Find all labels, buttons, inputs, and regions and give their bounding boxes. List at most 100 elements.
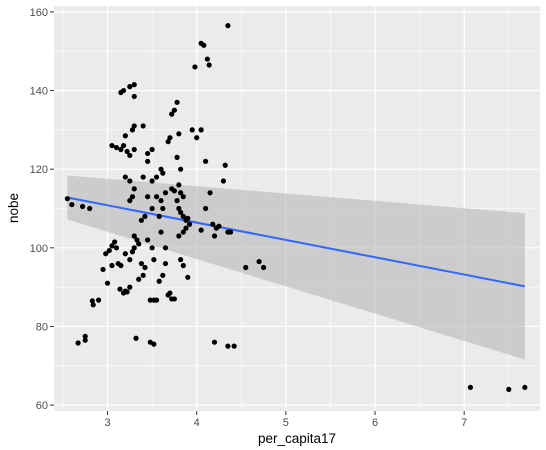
data-point xyxy=(160,272,166,278)
data-point xyxy=(198,227,204,233)
data-point xyxy=(149,205,155,212)
data-point xyxy=(124,148,130,155)
data-point xyxy=(185,215,191,221)
data-point xyxy=(176,233,182,239)
data-point xyxy=(176,131,182,137)
data-point xyxy=(192,64,198,70)
data-point xyxy=(89,298,95,304)
data-point xyxy=(131,82,137,88)
data-point xyxy=(227,229,234,235)
data-point xyxy=(109,243,115,249)
data-point xyxy=(109,262,115,269)
data-point xyxy=(202,158,209,164)
data-point xyxy=(145,150,151,157)
data-point xyxy=(171,107,177,113)
data-point xyxy=(211,339,218,345)
data-point xyxy=(100,266,106,273)
data-point xyxy=(120,142,127,149)
data-point xyxy=(140,123,146,129)
data-point xyxy=(198,127,204,133)
data-point xyxy=(149,146,155,153)
data-point xyxy=(129,194,136,200)
data-point xyxy=(189,127,195,133)
data-point xyxy=(206,62,212,68)
data-point xyxy=(180,229,186,235)
data-point xyxy=(127,178,133,184)
data-points xyxy=(64,23,528,392)
data-point xyxy=(113,144,120,151)
data-point xyxy=(138,260,144,267)
data-point xyxy=(243,264,249,271)
x-tick-label: 6 xyxy=(372,417,378,429)
data-point xyxy=(142,213,148,219)
data-point xyxy=(506,386,512,392)
data-point xyxy=(104,280,111,286)
regression-line xyxy=(67,196,526,288)
data-point xyxy=(222,162,228,168)
data-point xyxy=(147,297,153,303)
data-point xyxy=(140,174,146,180)
y-tick-label: 60 xyxy=(36,400,48,412)
data-point xyxy=(210,221,216,227)
data-point xyxy=(142,264,148,271)
data-point xyxy=(162,190,169,196)
data-point xyxy=(153,174,160,180)
x-tick-label: 7 xyxy=(461,417,467,429)
x-tick-label: 4 xyxy=(194,417,200,429)
data-point xyxy=(79,203,86,210)
data-point xyxy=(174,154,180,160)
y-axis-ticks: 60 80 100 120 140 160 xyxy=(30,7,54,412)
data-point xyxy=(149,245,155,251)
data-point xyxy=(160,205,166,212)
data-point xyxy=(522,384,528,391)
data-point xyxy=(174,99,180,105)
data-point xyxy=(178,190,184,196)
data-point xyxy=(103,251,109,257)
data-point xyxy=(149,178,155,184)
data-point xyxy=(120,87,127,94)
data-point xyxy=(231,343,237,349)
data-point xyxy=(201,42,207,48)
data-point xyxy=(174,198,180,204)
data-point xyxy=(82,333,88,339)
data-point xyxy=(106,247,112,254)
data-point xyxy=(145,237,151,243)
data-point xyxy=(207,190,213,196)
data-point xyxy=(151,257,157,263)
y-tick-label: 140 xyxy=(30,86,48,98)
x-tick-label: 3 xyxy=(104,417,110,429)
data-point xyxy=(160,170,166,176)
data-point xyxy=(178,209,184,216)
data-point xyxy=(127,198,133,204)
data-point xyxy=(131,146,137,153)
data-point xyxy=(180,194,186,200)
data-point xyxy=(145,194,151,200)
data-point xyxy=(467,384,474,391)
data-point xyxy=(122,174,128,180)
data-point xyxy=(138,217,144,223)
data-point xyxy=(180,262,186,269)
data-point xyxy=(122,133,128,139)
data-point xyxy=(162,245,169,251)
data-point xyxy=(127,284,133,290)
data-point xyxy=(158,229,164,235)
data-point xyxy=(129,249,136,255)
data-point xyxy=(180,213,186,219)
data-point xyxy=(202,205,209,212)
data-point xyxy=(178,257,184,263)
data-point xyxy=(211,233,218,239)
data-point xyxy=(167,135,173,141)
data-point xyxy=(113,245,120,251)
data-point xyxy=(204,56,210,62)
data-point xyxy=(82,337,88,343)
data-point xyxy=(256,258,262,265)
data-point xyxy=(162,260,169,267)
data-point xyxy=(134,237,140,243)
data-point xyxy=(117,286,123,292)
data-point xyxy=(156,278,162,284)
data-point xyxy=(225,23,231,29)
data-point xyxy=(133,335,139,341)
data-point xyxy=(225,343,231,349)
data-point xyxy=(64,196,70,202)
